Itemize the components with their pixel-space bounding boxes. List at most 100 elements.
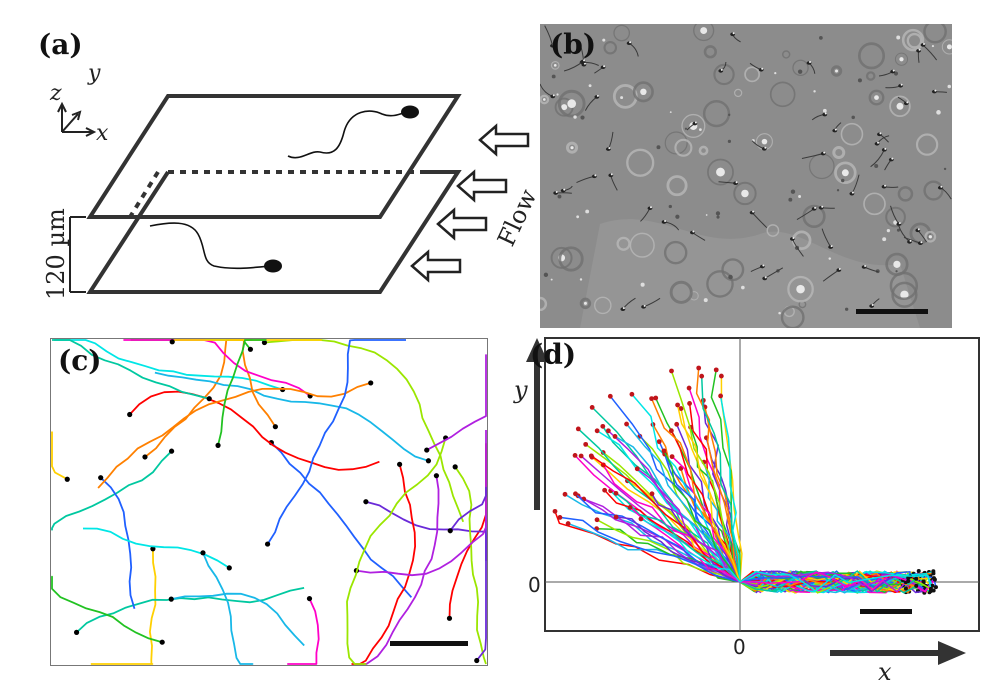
track-endpoint <box>629 391 635 397</box>
debris-speck <box>705 214 708 216</box>
trajectory-track <box>217 339 267 446</box>
debris-speck <box>886 228 891 233</box>
track-endpoint <box>127 411 133 418</box>
track-endpoint <box>713 367 719 373</box>
sperm-tail <box>821 228 832 248</box>
track-endpoint <box>687 401 692 406</box>
trajectory-track <box>739 571 909 591</box>
panel-c-label: (c) <box>58 344 102 377</box>
sperm-highlight <box>898 222 901 225</box>
debris-speck <box>669 111 672 114</box>
sperm-highlight <box>629 41 632 44</box>
debris-core <box>640 88 647 96</box>
debris-core <box>583 301 587 305</box>
track-endpoint <box>656 439 662 445</box>
sperm-highlight <box>838 268 841 271</box>
sperm-highlight <box>594 174 597 177</box>
sperm-highlight <box>762 264 765 267</box>
debris-speck <box>551 74 556 79</box>
track-endpoint <box>933 585 938 590</box>
debris-speck <box>588 84 592 88</box>
panel-b-label: (b) <box>550 28 597 61</box>
track-endpoint <box>600 423 606 429</box>
scale-bar <box>856 309 928 314</box>
sperm-highlight <box>923 42 926 45</box>
sperm-highlight <box>583 62 586 65</box>
track-endpoint <box>168 596 174 602</box>
track-endpoint <box>605 428 611 434</box>
track-endpoint <box>583 441 589 447</box>
sperm-highlight <box>809 60 812 63</box>
debris-particle <box>744 66 761 83</box>
sperm-highlight <box>603 65 606 68</box>
debris-speck <box>684 127 688 130</box>
sperm-highlight <box>830 245 833 248</box>
sperm-highlight <box>909 239 912 242</box>
debris-speck <box>819 35 823 40</box>
track-endpoint <box>627 505 633 510</box>
track-endpoint <box>624 421 629 427</box>
sperm-highlight <box>877 141 880 144</box>
x-axis-label: x <box>878 658 892 683</box>
sperm-highlight <box>552 94 555 97</box>
debris-particle <box>906 32 923 49</box>
track-endpoint <box>552 508 558 514</box>
debris-core <box>896 102 904 110</box>
debris-particle <box>941 39 952 55</box>
debris-particle <box>865 71 876 81</box>
track-endpoint <box>718 373 724 379</box>
sperm-highlight <box>764 276 767 279</box>
track-endpoint <box>98 475 104 481</box>
debris-speck <box>841 178 845 183</box>
debris-particle <box>674 138 693 157</box>
track-endpoint <box>669 368 674 374</box>
track-endpoint <box>906 579 911 584</box>
debris-particle <box>889 95 911 118</box>
trajectory-track <box>719 395 741 583</box>
debris-particle <box>863 192 886 216</box>
debris-speck <box>620 96 624 100</box>
track-endpoint <box>930 583 935 588</box>
debris-speck <box>778 311 781 315</box>
debris-speck <box>875 269 880 274</box>
debris-speck <box>874 163 879 168</box>
debris-particle <box>885 206 906 228</box>
debris-core <box>900 290 909 299</box>
debris-particle <box>782 50 791 59</box>
trajectory-track <box>616 516 741 583</box>
debris-core <box>796 284 805 294</box>
trajectory-track <box>650 398 741 583</box>
track-endpoint <box>272 424 278 430</box>
debris-speck <box>895 270 898 273</box>
track-endpoint <box>678 406 684 411</box>
debris-speck <box>851 115 855 120</box>
debris-speck <box>798 195 802 198</box>
trajectory-track <box>51 431 68 480</box>
debris-particle <box>693 24 715 42</box>
track-endpoint <box>675 402 680 408</box>
trajectory-track <box>676 424 741 583</box>
trajectory-track <box>590 455 741 583</box>
track-endpoint <box>649 491 655 497</box>
track-endpoint <box>916 569 921 574</box>
track-endpoint <box>678 466 684 471</box>
debris-speck <box>579 278 583 281</box>
debris-core <box>841 169 849 177</box>
debris-speck <box>543 272 549 277</box>
sperm-highlight <box>792 236 795 239</box>
track-endpoint <box>718 393 724 399</box>
debris-particle <box>787 275 814 303</box>
debris-speck <box>931 44 935 48</box>
track-endpoint <box>921 580 926 585</box>
debris-particle <box>802 204 826 229</box>
debris-speck <box>936 110 941 115</box>
debris-speck <box>882 237 887 242</box>
debris-speck <box>602 38 606 42</box>
track-endpoint <box>226 565 232 571</box>
sperm-highlight <box>814 206 817 209</box>
sperm-highlight <box>649 206 652 209</box>
track-endpoint <box>447 528 453 534</box>
trajectory-track <box>739 575 909 594</box>
track-endpoint <box>696 365 702 371</box>
debris-particle <box>840 122 864 146</box>
